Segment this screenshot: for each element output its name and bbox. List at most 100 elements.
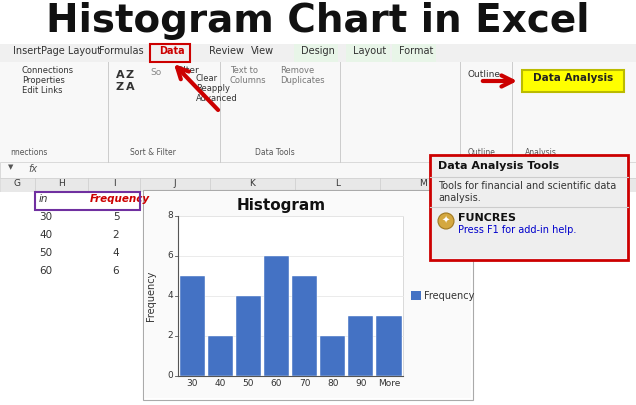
Text: 90: 90 [355, 379, 366, 388]
Bar [236, 296, 261, 376]
Bar [432, 157, 626, 258]
Bar [430, 155, 628, 260]
Text: Data Analysis Tools: Data Analysis Tools [438, 161, 559, 171]
Text: Frequency: Frequency [90, 194, 150, 204]
Text: Connections: Connections [22, 66, 74, 75]
Text: More: More [378, 379, 400, 388]
Text: Review: Review [209, 46, 244, 56]
Bar [320, 336, 345, 376]
Text: Frequency: Frequency [146, 271, 156, 321]
Text: Data Tools: Data Tools [255, 148, 294, 157]
Text: Histogram Chart in Excel: Histogram Chart in Excel [46, 2, 590, 40]
Text: Design: Design [301, 46, 335, 56]
Bar [264, 256, 289, 376]
Bar [143, 190, 473, 400]
Bar [377, 316, 401, 376]
Text: Edit Links: Edit Links [22, 86, 62, 95]
Text: Reapply: Reapply [196, 84, 230, 93]
Text: 8: 8 [167, 211, 173, 220]
Text: ✦: ✦ [442, 216, 450, 226]
Text: Filter: Filter [176, 66, 198, 75]
Text: Clear: Clear [196, 74, 218, 83]
Text: ▼: ▼ [8, 164, 13, 170]
Bar [150, 44, 190, 62]
Text: H: H [58, 179, 65, 188]
Text: Histogram: Histogram [237, 198, 326, 213]
Text: 4: 4 [167, 292, 173, 301]
Bar [145, 192, 471, 398]
Text: fx: fx [28, 164, 37, 174]
Text: in: in [39, 194, 48, 204]
Text: Z: Z [126, 70, 134, 80]
Bar [0, 192, 636, 405]
Circle shape [438, 213, 454, 229]
Bar [0, 44, 636, 62]
Text: Text to: Text to [230, 66, 258, 75]
Text: M: M [418, 179, 426, 188]
Text: 4: 4 [113, 248, 120, 258]
Bar [0, 0, 636, 44]
Bar [294, 44, 338, 62]
Bar [292, 276, 317, 376]
Text: analysis.: analysis. [438, 193, 481, 203]
Text: Data: Data [159, 46, 185, 56]
Text: A: A [126, 82, 134, 92]
Text: Remove: Remove [280, 66, 314, 75]
Text: View: View [251, 46, 273, 56]
Text: Advanced: Advanced [196, 94, 238, 103]
Bar [349, 316, 373, 376]
Text: 5: 5 [113, 212, 120, 222]
Text: Outline: Outline [468, 148, 496, 157]
Bar [178, 216, 403, 376]
Text: Z: Z [116, 82, 124, 92]
Text: Sort & Filter: Sort & Filter [130, 148, 176, 157]
Text: Page Layout: Page Layout [41, 46, 101, 56]
Text: 30: 30 [186, 379, 198, 388]
Bar [35, 192, 140, 210]
Text: 0: 0 [167, 371, 173, 381]
Text: 50: 50 [39, 248, 52, 258]
Text: 60: 60 [39, 266, 52, 276]
Text: Data Analysis: Data Analysis [533, 73, 613, 83]
Text: 80: 80 [327, 379, 338, 388]
Text: Insert: Insert [13, 46, 41, 56]
Text: FUNCRES: FUNCRES [458, 213, 516, 223]
Text: Tools for financial and scientific data: Tools for financial and scientific data [438, 181, 616, 191]
Text: 6: 6 [113, 266, 120, 276]
Text: I: I [113, 179, 115, 188]
Text: 2: 2 [113, 230, 120, 240]
Text: 2: 2 [167, 332, 173, 341]
Text: Duplicates: Duplicates [280, 76, 324, 85]
Text: A: A [116, 70, 124, 80]
Text: Frequency: Frequency [424, 291, 474, 301]
Bar [392, 44, 436, 62]
Bar [179, 276, 205, 376]
Text: nnections: nnections [10, 148, 47, 157]
Text: Properties: Properties [22, 76, 65, 85]
Text: Outline: Outline [468, 70, 501, 79]
Bar [346, 44, 390, 62]
Text: 40: 40 [214, 379, 226, 388]
Text: Analysis: Analysis [525, 148, 557, 157]
Text: K: K [249, 179, 256, 188]
Text: Columns: Columns [230, 76, 266, 85]
Text: L: L [335, 179, 340, 188]
Bar [0, 62, 636, 162]
Text: 50: 50 [242, 379, 254, 388]
Text: 6: 6 [167, 252, 173, 260]
Text: Format: Format [399, 46, 433, 56]
Text: Layout: Layout [354, 46, 387, 56]
Text: So: So [150, 68, 162, 77]
Bar [411, 291, 421, 300]
Bar [0, 178, 636, 192]
Text: Formulas: Formulas [99, 46, 143, 56]
Bar [207, 336, 233, 376]
Text: 60: 60 [271, 379, 282, 388]
Text: G: G [14, 179, 21, 188]
Bar [294, 44, 440, 62]
Text: 40: 40 [39, 230, 52, 240]
Text: 30: 30 [39, 212, 52, 222]
Bar [0, 162, 636, 178]
Text: J: J [174, 179, 176, 188]
Text: 70: 70 [299, 379, 310, 388]
